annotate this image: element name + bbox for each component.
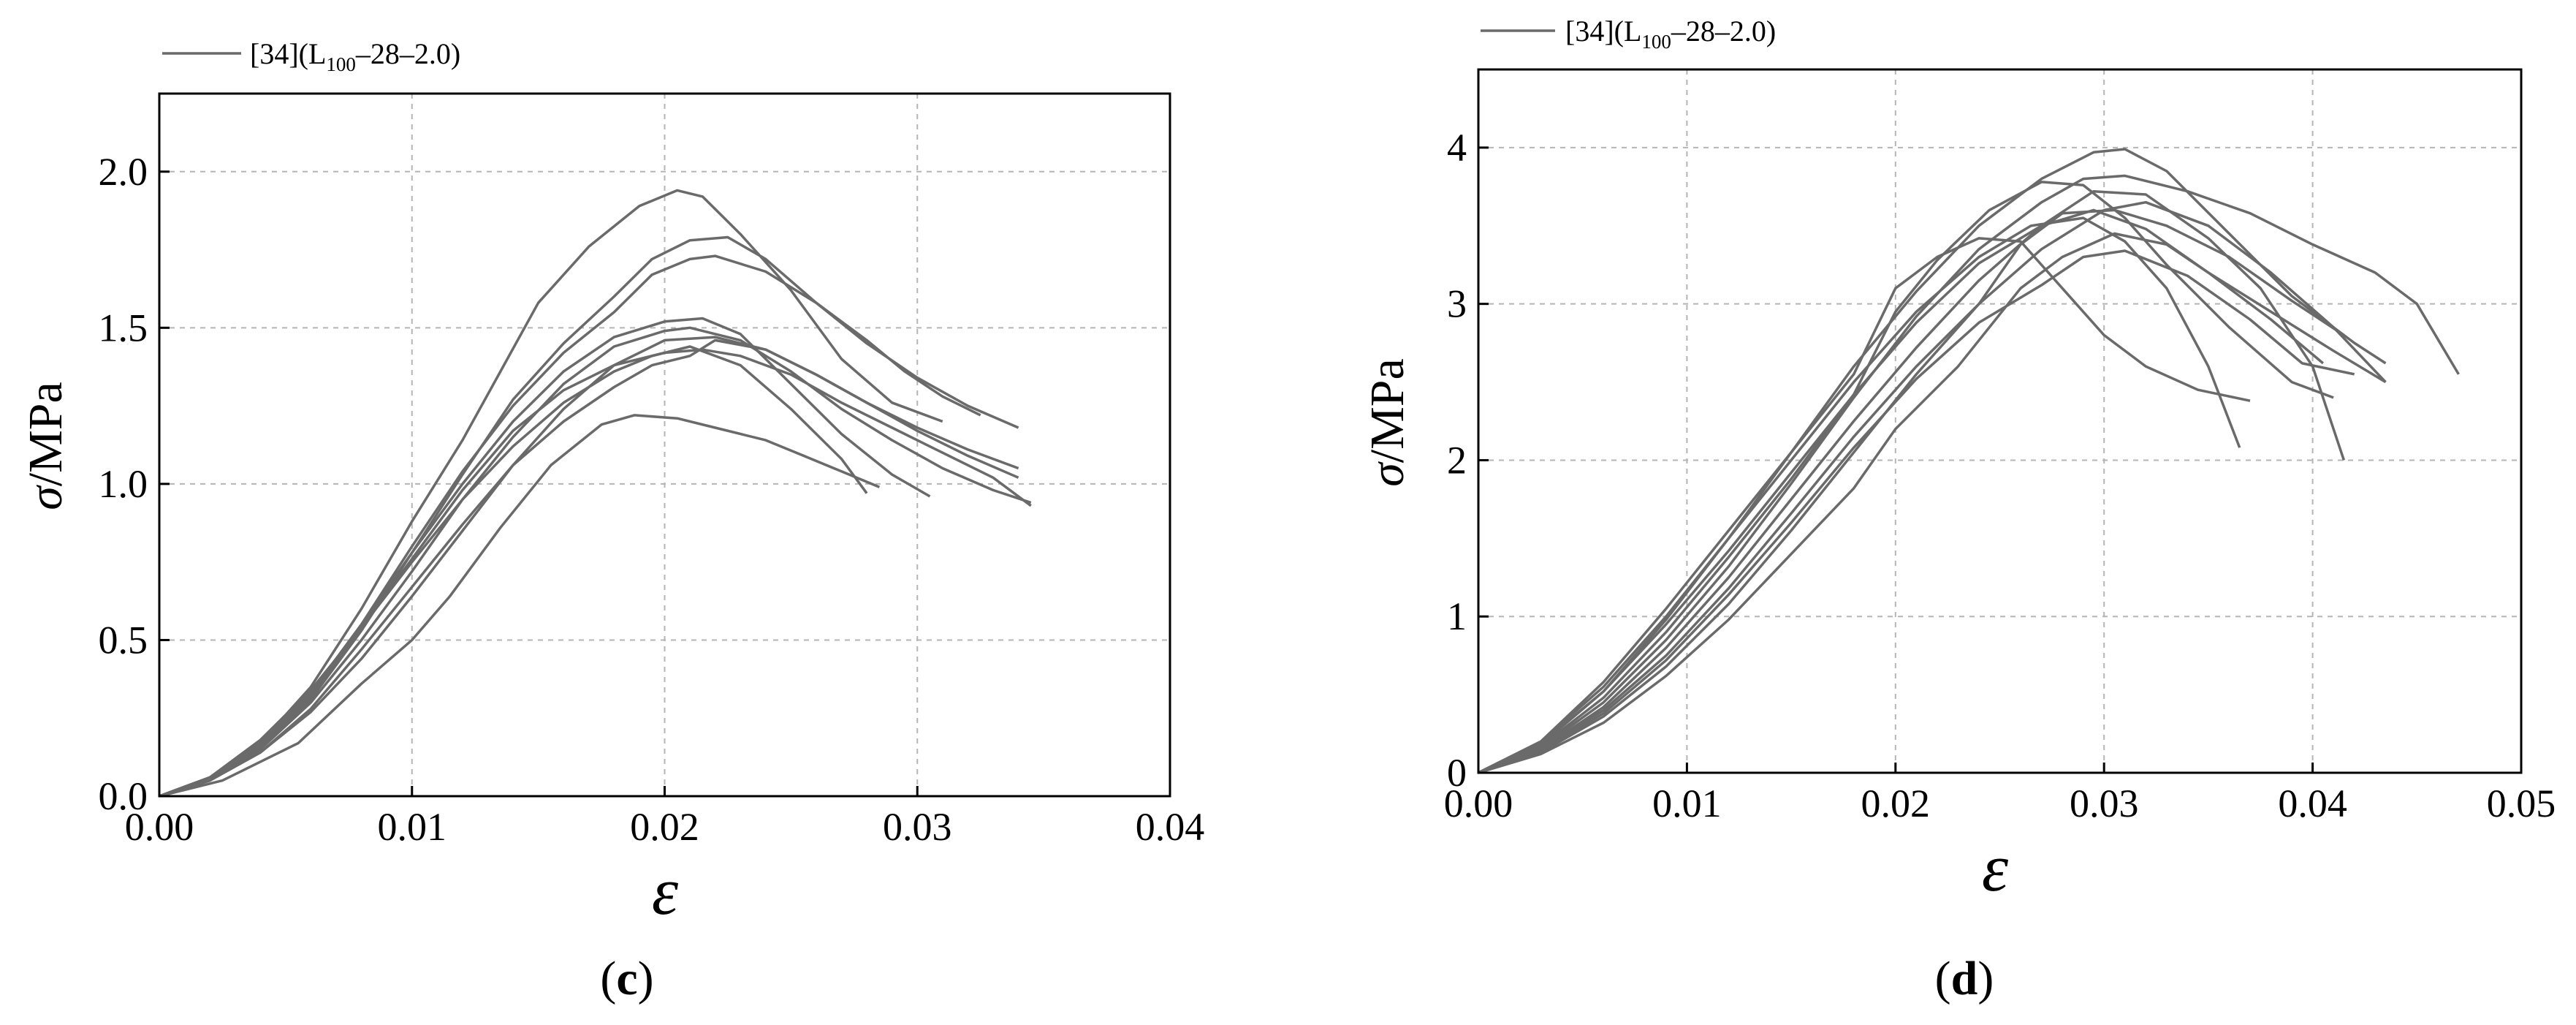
- x-tick-label: 0.02: [630, 805, 699, 849]
- series-line-d1: [1478, 148, 2387, 774]
- ticks-c: 0.00 0.01 0.02 0.03 0.04 0.0 0.5 1.0 1.5 2.0: [99, 150, 1205, 849]
- y-tick-label: 0.0: [99, 774, 148, 818]
- x-tick-label: 0.04: [2278, 782, 2347, 825]
- y-tick-label: 2: [1447, 438, 1467, 482]
- series-group-d: [1478, 148, 2460, 774]
- x-tick-label: 0.05: [2487, 782, 2556, 825]
- panel-label-d: (d): [1935, 952, 1994, 1005]
- y-axis-title-d: σ/MPa: [1361, 358, 1414, 487]
- series-line-d11: [1478, 208, 2387, 774]
- chart-panel-c: 0.00 0.01 0.02 0.03 0.04 0.0 0.5 1.0 1.5 2.0 [34]…: [19, 37, 1204, 1005]
- x-tick-label: 0.02: [1861, 782, 1931, 825]
- x-tick-label: 0.03: [883, 805, 952, 849]
- series-line-c2: [159, 235, 1019, 798]
- x-tick-label: 0.00: [125, 805, 194, 849]
- legend-label-c: [34](L100–28–2.0): [250, 37, 460, 75]
- series-line-d9: [1478, 181, 2334, 774]
- series-line-c8: [159, 338, 1019, 798]
- series-line-d5: [1478, 200, 2387, 774]
- x-tick-label: 0.01: [1652, 782, 1722, 825]
- legend-c: [34](L100–28–2.0): [162, 37, 460, 75]
- grid-c: [159, 94, 1170, 796]
- y-tick-label: 0: [1447, 751, 1467, 795]
- y-tick-label: 1: [1447, 594, 1467, 638]
- x-axis-title-d: ε: [1982, 831, 2009, 905]
- y-tick-label: 0.5: [99, 618, 148, 662]
- series-line-c1: [159, 189, 943, 798]
- series-group-c: [159, 189, 1032, 798]
- ticks-d: 0.00 0.01 0.02 0.03 0.04 0.05 0 1 2 3 4: [1444, 126, 2556, 825]
- x-tick-label: 0.04: [1136, 805, 1205, 849]
- series-line-d8: [1478, 237, 2251, 774]
- y-tick-label: 1.0: [99, 462, 148, 506]
- y-axis-title-c: σ/MPa: [19, 382, 72, 510]
- legend-d: [34](L100–28–2.0): [1481, 15, 1776, 53]
- series-line-c9: [159, 336, 1019, 798]
- series-line-d3: [1478, 216, 2241, 774]
- series-line-c5: [159, 326, 1032, 798]
- grid-d: [1478, 69, 2521, 773]
- series-line-d10: [1478, 208, 2345, 774]
- series-line-c4: [159, 317, 931, 798]
- x-tick-label: 0.00: [1444, 782, 1513, 825]
- legend-label-d: [34](L100–28–2.0): [1565, 15, 1776, 53]
- series-line-c7: [159, 345, 868, 798]
- y-tick-label: 2.0: [99, 150, 148, 194]
- y-tick-label: 1.5: [99, 306, 148, 349]
- series-line-d2: [1478, 174, 2460, 774]
- series-line-d7: [1478, 232, 2325, 774]
- x-tick-label: 0.03: [2070, 782, 2139, 825]
- x-tick-label: 0.01: [378, 805, 447, 849]
- series-line-d6: [1478, 249, 2355, 774]
- series-line-d4: [1478, 189, 2346, 774]
- series-line-c10: [159, 414, 881, 798]
- chart-panel-d: 0.00 0.01 0.02 0.03 0.04 0.05 0 1 2 3 4 [34](L100–…: [1361, 15, 2556, 1005]
- y-tick-label: 4: [1447, 126, 1467, 170]
- panel-label-c: (c): [600, 952, 653, 1005]
- plot-frame-d: [1477, 68, 2523, 774]
- x-axis-title-c: ε: [652, 854, 679, 928]
- y-tick-label: 3: [1447, 282, 1467, 326]
